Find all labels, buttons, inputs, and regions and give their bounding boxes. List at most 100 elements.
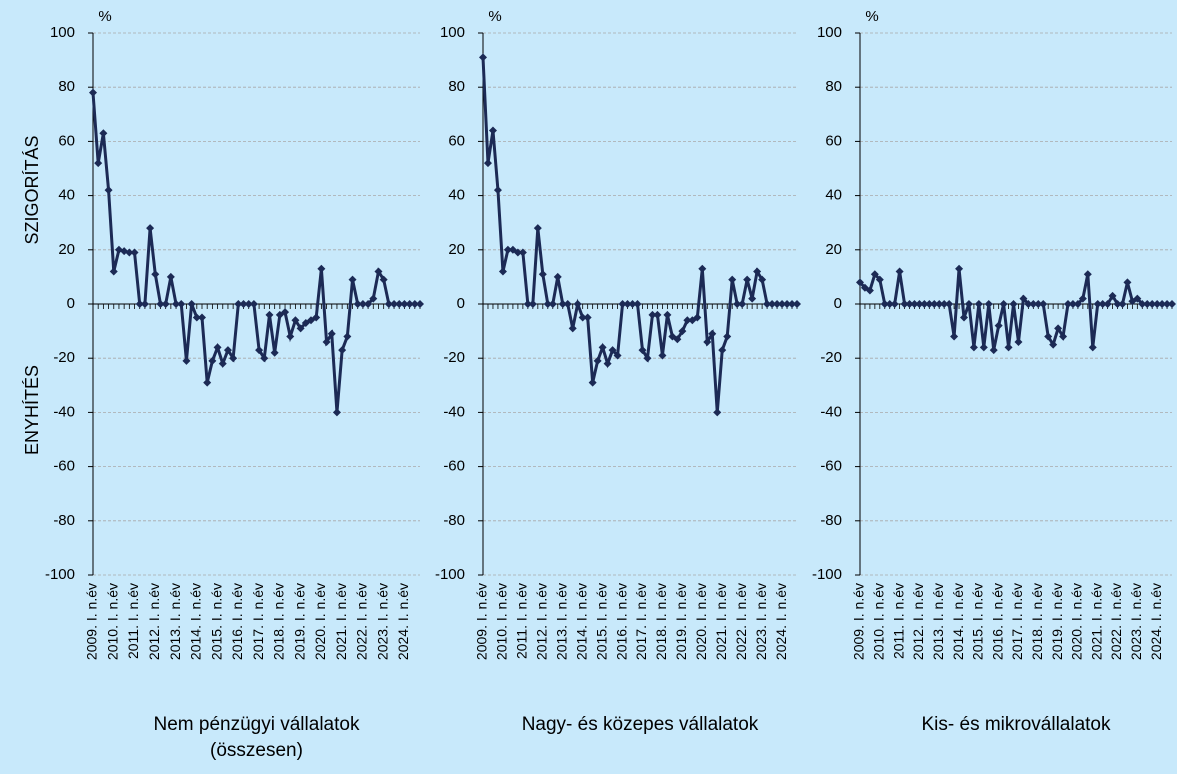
y-tick-label: 20 [448,241,465,258]
marker [935,300,944,308]
marker [950,332,959,341]
panel-title: Nem pénzügyi vállalatok (összesen) [153,714,360,761]
marker [1064,300,1072,308]
x-tick-label: 2024. I. n.év [395,583,411,660]
marker [523,300,532,308]
marker [1014,337,1023,346]
x-tick-label: 2015. I. n.év [593,583,609,660]
marker [633,300,642,308]
x-tick-label: 2020. I. n.év [312,583,328,660]
x-tick-label: 2015. I. n.év [970,583,986,660]
marker [104,186,113,195]
y-tick-label: -40 [443,403,465,420]
marker [1004,343,1013,352]
marker [773,300,782,308]
marker [343,332,352,341]
marker [177,300,186,308]
marker [327,329,336,338]
marker [885,300,894,308]
x-tick-label: 2012. I. n.év [534,583,550,660]
marker [322,337,331,346]
marker [793,300,801,308]
marker [229,354,238,363]
marker [568,324,577,333]
marker [130,248,139,257]
x-tick-label: 2015. I. n.év [208,583,224,660]
marker [573,300,582,308]
marker [743,275,752,284]
marker [783,300,792,308]
marker [994,321,1003,330]
marker [658,351,667,360]
marker [613,351,622,360]
marker [593,356,602,365]
marker [503,245,512,254]
marker [1108,291,1117,300]
marker [880,300,889,308]
marker [1098,300,1107,308]
marker [1153,300,1162,308]
marker [358,300,367,308]
line [481,57,797,413]
marker [369,294,378,303]
marker [338,346,347,355]
marker [1019,294,1028,303]
marker [638,346,647,355]
marker [713,408,722,417]
x-tick-label: 2019. I. n.év [291,583,307,660]
marker [151,270,160,279]
marker [733,300,742,308]
marker [1083,270,1092,279]
marker [400,300,409,308]
marker [1093,300,1102,308]
marker [698,264,707,273]
marker [678,327,687,336]
marker [663,310,672,319]
marker [213,343,222,352]
marker [384,300,393,308]
axis-annotation: SZIGORÍTÁS [22,135,42,244]
marker [317,264,326,273]
y-tick-label: -40 [53,403,75,420]
x-tick-label: 2019. I. n.év [1049,583,1065,660]
marker [870,270,879,279]
marker [187,300,196,308]
marker [1029,300,1038,308]
marker [1078,294,1087,303]
marker [1024,300,1033,308]
marker [653,310,662,319]
y-tick-label: 20 [825,241,842,258]
x-tick-label: 2009. I. n.év [474,583,490,660]
marker [683,316,692,325]
marker [390,300,399,308]
marker [493,186,502,195]
marker [255,346,264,355]
y-tick-label: -20 [820,349,842,366]
marker [1059,332,1068,341]
y-tick-label: 40 [58,187,75,204]
y-tick-label: -20 [53,349,75,366]
marker [1009,300,1018,308]
x-tick-label: 2022. I. n.év [1108,583,1124,660]
x-tick-label: 2011. I. n.év [890,583,906,659]
marker [1054,324,1063,333]
marker [249,300,258,308]
marker [270,348,279,357]
marker [648,310,657,319]
x-tick-label: 2021. I. n.év [713,583,729,660]
x-tick-label: 2010. I. n.év [494,583,510,660]
marker [208,356,217,365]
marker [286,332,295,341]
x-tick-label: 2023. I. n.év [753,583,769,660]
marker [538,270,547,279]
x-tick-label: 2014. I. n.év [573,583,589,660]
marker [374,267,383,276]
x-tick-label: 2017. I. n.év [633,583,649,660]
marker [905,300,914,308]
marker [166,272,175,281]
y-tick-label: 40 [448,187,465,204]
marker [528,300,537,308]
marker [353,300,362,308]
x-tick-label: 2018. I. n.év [1029,583,1045,660]
marker [623,300,632,308]
